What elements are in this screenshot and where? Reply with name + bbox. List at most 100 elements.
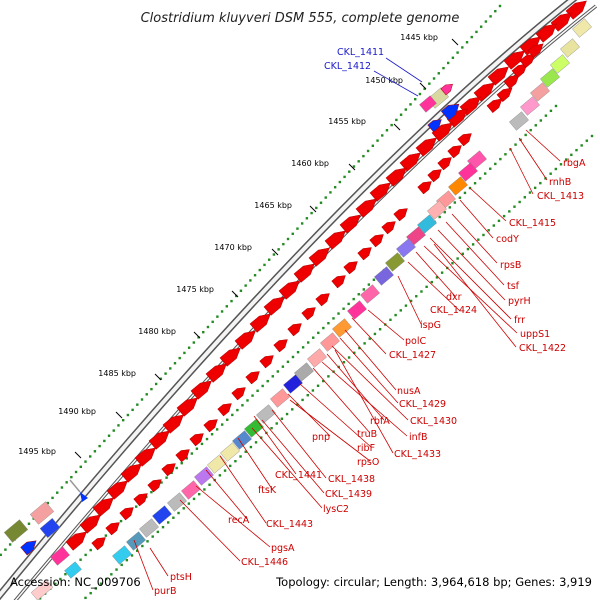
guide-dot bbox=[443, 210, 446, 214]
guide-dot bbox=[249, 279, 252, 282]
gene-label-ckl-1427[interactable]: CKL_1427 bbox=[389, 350, 436, 361]
gene-label-ckl-1422[interactable]: CKL_1422 bbox=[519, 343, 566, 354]
gene-label-pyrh[interactable]: pyrH bbox=[508, 296, 531, 307]
guide-dot bbox=[234, 459, 237, 463]
guide-dot bbox=[46, 501, 50, 505]
kbp-tick-mark bbox=[154, 373, 162, 381]
gene-arrow-inner bbox=[287, 323, 302, 337]
leader-line bbox=[299, 383, 372, 448]
gene-label-ptsh[interactable]: ptsH bbox=[170, 572, 192, 583]
gene-label-ckl-1446[interactable]: CKL_1446 bbox=[241, 557, 288, 568]
guide-dot bbox=[362, 288, 366, 291]
gene-arrow-outer bbox=[431, 122, 453, 142]
guide-dot bbox=[484, 20, 488, 23]
gene-label-tsf[interactable]: tsf bbox=[507, 281, 520, 292]
guide-dot bbox=[99, 582, 103, 585]
guide-dot bbox=[473, 182, 477, 185]
guide-dot bbox=[285, 412, 289, 416]
gene-label-ribf[interactable]: ribF bbox=[357, 443, 375, 454]
gene-label-rpsb[interactable]: rpsB bbox=[500, 260, 521, 271]
gene-label-infb[interactable]: infB bbox=[409, 432, 428, 443]
guide-dot bbox=[329, 191, 332, 194]
guide-dot bbox=[306, 394, 309, 397]
gene-features bbox=[3, 0, 592, 600]
guide-dot bbox=[437, 72, 440, 75]
guide-dot bbox=[430, 280, 433, 284]
gene-label-rbfa[interactable]: rbfA bbox=[370, 416, 390, 427]
guide-dot bbox=[202, 330, 205, 334]
gene-label-ckl-1424[interactable]: CKL_1424 bbox=[430, 305, 477, 316]
guide-dot bbox=[54, 582, 57, 586]
gene-label-pgsa[interactable]: pgsA bbox=[271, 543, 295, 554]
gene-label-pnp[interactable]: pnp bbox=[312, 432, 330, 443]
gene-label-purb[interactable]: purB bbox=[154, 586, 176, 597]
guide-dot bbox=[317, 331, 320, 335]
guide-dot bbox=[534, 124, 537, 127]
guide-dot bbox=[267, 258, 271, 261]
gene-box-mid bbox=[320, 332, 340, 352]
kbp-tick-label: 1475 kbp bbox=[176, 285, 214, 294]
gene-label-ckl-1438[interactable]: CKL_1438 bbox=[328, 474, 375, 485]
guide-dot bbox=[206, 325, 210, 329]
gene-label-trub[interactable]: truB bbox=[357, 429, 377, 440]
gene-label-ckl-1429[interactable]: CKL_1429 bbox=[399, 399, 446, 410]
gene-box-mid bbox=[458, 162, 478, 182]
gene-label-ispg[interactable]: ispG bbox=[420, 320, 441, 331]
guide-dot bbox=[230, 299, 233, 303]
guide-dot bbox=[70, 475, 73, 479]
gene-label-ftsk[interactable]: ftsK bbox=[258, 485, 277, 496]
gene-label-polc[interactable]: polC bbox=[405, 336, 426, 347]
guide-dot bbox=[453, 201, 457, 204]
leader-line bbox=[289, 399, 371, 462]
guide-dot bbox=[161, 525, 165, 529]
gene-label-ckl-1411[interactable]: CKL_1411 bbox=[337, 47, 384, 58]
gene-label-rbga[interactable]: rbgA bbox=[563, 158, 586, 169]
gene-arrow-outer bbox=[65, 531, 87, 551]
guide-dot bbox=[357, 160, 360, 163]
gene-box-mid bbox=[540, 68, 560, 88]
gene-label-ckl-1433[interactable]: CKL_1433 bbox=[394, 449, 441, 460]
gene-label-ckl-1441[interactable]: CKL_1441 bbox=[275, 470, 322, 481]
leader-line bbox=[287, 393, 331, 437]
guide-dot bbox=[394, 313, 397, 317]
guide-dot bbox=[187, 346, 191, 349]
kbp-tick-mark bbox=[348, 163, 356, 171]
gene-label-reca[interactable]: recA bbox=[228, 515, 250, 526]
guide-dot bbox=[554, 104, 558, 108]
guide-dot bbox=[390, 123, 393, 127]
guide-dot bbox=[104, 534, 108, 537]
kbp-tick-label: 1480 kbp bbox=[138, 327, 176, 336]
gene-label-ckl-1443[interactable]: CKL_1443 bbox=[266, 519, 313, 530]
guide-dot bbox=[223, 469, 227, 472]
guide-dot bbox=[190, 452, 194, 455]
guide-dot bbox=[84, 553, 87, 557]
gene-label-ckl-1415[interactable]: CKL_1415 bbox=[509, 218, 556, 229]
guide-dot bbox=[306, 341, 310, 344]
gene-label-rnhb[interactable]: rnhB bbox=[549, 177, 571, 188]
gene-box-small bbox=[419, 95, 437, 113]
gene-label-ckl-1439[interactable]: CKL_1439 bbox=[325, 489, 372, 500]
gene-label-nusa[interactable]: nusA bbox=[397, 386, 421, 397]
guide-dot bbox=[395, 118, 398, 122]
gene-label-ckl-1412[interactable]: CKL_1412 bbox=[324, 61, 371, 72]
gene-arrow-outer bbox=[205, 363, 227, 383]
gene-label-rpso[interactable]: rpsO bbox=[357, 457, 379, 468]
gene-label-ckl-1413[interactable]: CKL_1413 bbox=[537, 191, 584, 202]
gene-label-dxr[interactable]: dxr bbox=[446, 292, 462, 303]
gene-label-ckl-1430[interactable]: CKL_1430 bbox=[410, 416, 457, 427]
guide-dot bbox=[463, 191, 467, 195]
guide-dot bbox=[502, 214, 506, 218]
kbp-tick-label: 1470 kbp bbox=[214, 243, 252, 252]
guide-dot bbox=[107, 434, 111, 437]
gene-label-cody[interactable]: codY bbox=[496, 234, 519, 245]
guide-dot bbox=[119, 519, 123, 523]
guide-dot bbox=[590, 134, 594, 138]
gene-label-frr[interactable]: frr bbox=[514, 315, 525, 326]
gene-arrow-inner bbox=[105, 522, 120, 536]
guide-dot bbox=[470, 35, 473, 39]
gene-label-upps1[interactable]: uppS1 bbox=[520, 329, 550, 340]
guide-dot bbox=[524, 133, 527, 137]
guide-dot bbox=[211, 320, 214, 324]
gene-label-lysc2[interactable]: lysC2 bbox=[323, 504, 349, 515]
leader-line bbox=[437, 229, 506, 301]
